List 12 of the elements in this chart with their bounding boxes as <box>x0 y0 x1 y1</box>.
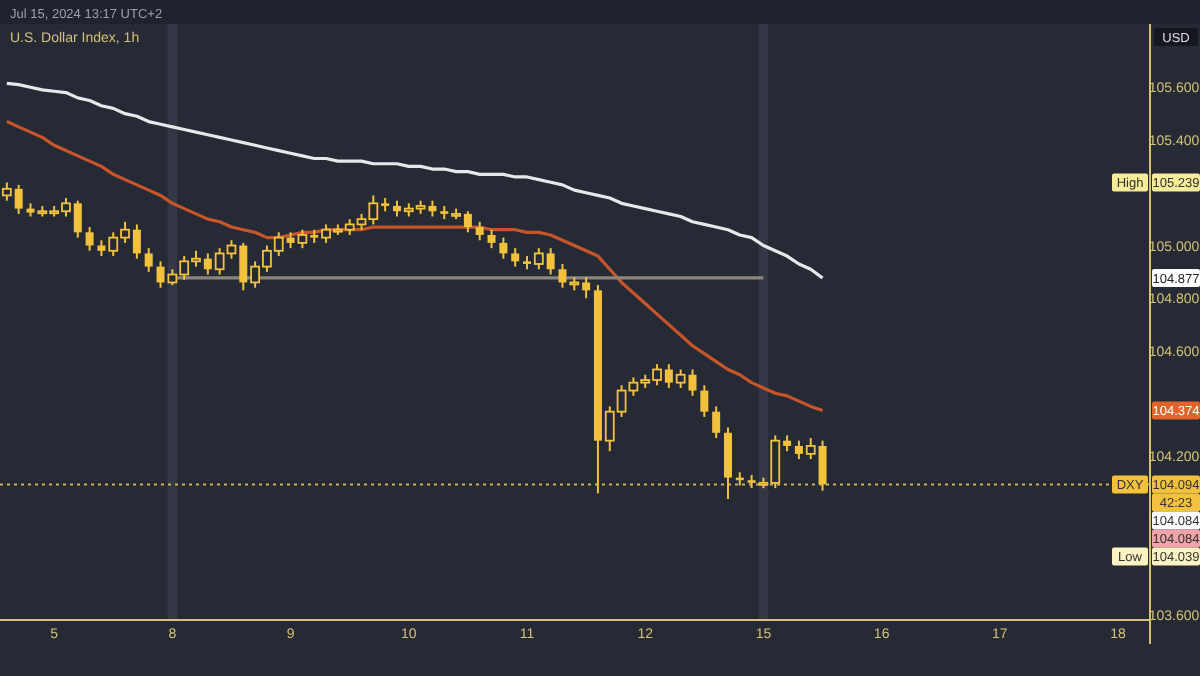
candlestick <box>475 220 484 242</box>
candlestick <box>712 405 721 440</box>
candlestick <box>558 262 567 289</box>
candlestick <box>511 247 520 268</box>
candlestick <box>700 384 709 418</box>
line-series <box>5 81 825 280</box>
candlestick <box>85 226 94 252</box>
candlestick <box>499 236 508 260</box>
candlestick <box>487 228 496 250</box>
candlestick <box>144 247 153 273</box>
line-series <box>5 119 825 413</box>
candlestick <box>723 426 732 500</box>
